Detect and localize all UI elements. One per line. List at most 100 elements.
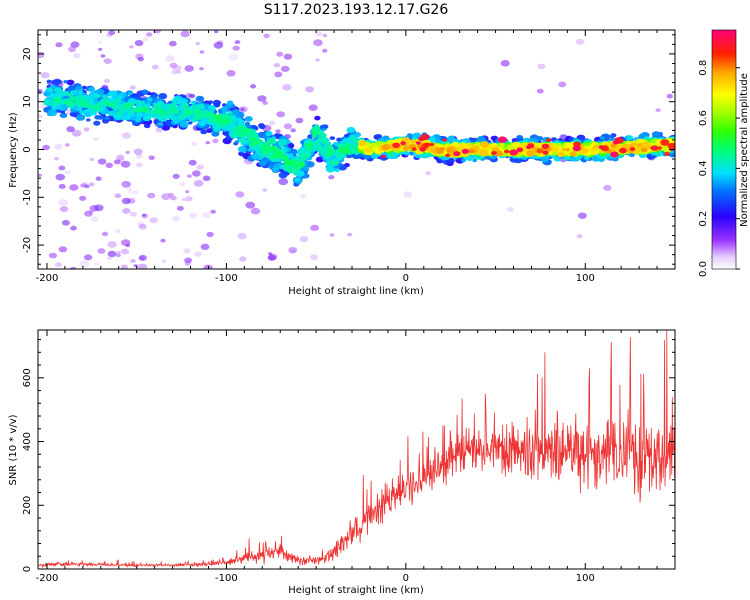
spectrogram-cell xyxy=(316,138,323,143)
spectrogram-cell xyxy=(75,114,86,121)
spectrogram-cell xyxy=(59,206,69,213)
spectrogram-cell xyxy=(94,262,100,266)
spectrogram-cell xyxy=(233,128,240,133)
spectrogram-cell xyxy=(446,148,452,153)
spectrogram-cell xyxy=(308,104,318,111)
spectrogram-cell xyxy=(329,233,335,237)
spectrogram-cell xyxy=(116,110,124,117)
spectrogram-cell xyxy=(598,145,604,150)
spectrogram-cell xyxy=(322,33,328,38)
spectrogram-cell xyxy=(70,266,77,269)
spectrogram-cell xyxy=(46,79,52,84)
spectrogram-cell xyxy=(179,182,186,187)
spectrogram-cell xyxy=(577,212,587,219)
spectrogram-cell xyxy=(195,95,205,102)
colorbar-tick-label: 0.4 xyxy=(698,160,709,176)
spectrogram-cell xyxy=(643,136,650,140)
spectrogram-cell xyxy=(551,146,560,153)
spectrogram-cell xyxy=(193,179,204,187)
spectrogram-cell xyxy=(49,84,56,89)
spectrogram-cell xyxy=(135,107,143,113)
spectrogram-cell xyxy=(626,135,634,141)
spectrogram-cell xyxy=(84,210,93,217)
spectrogram-cell xyxy=(133,148,143,155)
spectrogram-cell xyxy=(315,156,325,163)
spectrogram-cell xyxy=(212,138,219,144)
spectrogram-cell xyxy=(282,84,292,91)
spectrogram-cell xyxy=(403,191,413,198)
spectrogram-cell xyxy=(142,213,147,217)
spectrogram-cell xyxy=(229,132,239,139)
spectrogram-cell xyxy=(293,172,298,176)
spectrogram-cell xyxy=(535,144,540,148)
spectrogram-cell xyxy=(42,144,50,151)
spectrogram-cell xyxy=(453,151,461,157)
spectrogram-cell xyxy=(59,112,68,119)
spectrogram-cell xyxy=(38,114,43,119)
spectrogram-cell xyxy=(541,143,550,149)
spectrogram-cell xyxy=(129,99,135,103)
spectrogram-cell xyxy=(77,97,85,103)
spectrogram-cell xyxy=(85,118,91,122)
spectrogram-cell xyxy=(202,212,211,219)
spectrogram-cell xyxy=(263,33,270,39)
spectrogram-cell xyxy=(69,184,79,191)
spectrogram-cell xyxy=(651,131,661,138)
spectrogram-cell xyxy=(226,70,236,77)
spectrogram-cell xyxy=(135,111,144,118)
spectrogram-cell xyxy=(181,198,187,202)
spectrogram-cell xyxy=(329,159,339,167)
spectrogram-cell xyxy=(107,92,113,96)
spectrogram-cell xyxy=(557,151,565,158)
spectrogram-cell xyxy=(411,147,417,151)
spectrogram-cell xyxy=(573,141,581,147)
spectrogram-cell xyxy=(105,162,114,168)
spectrogram-cell xyxy=(97,248,106,254)
spectrogram-cell xyxy=(364,155,371,160)
spectrogram-cell xyxy=(321,127,327,131)
spectrogram-cell xyxy=(213,41,224,49)
spectrogram-cell xyxy=(58,165,66,171)
spectrogram-cell xyxy=(54,262,62,268)
spectrogram-cell xyxy=(516,135,524,140)
spectrogram-cell xyxy=(497,136,508,143)
spectrogram-cell xyxy=(172,119,179,123)
spectrogram-cell xyxy=(536,148,544,154)
spectrogram-cell xyxy=(192,170,201,177)
spectrogram-cell xyxy=(165,55,175,62)
spectrogram-cell xyxy=(202,175,211,182)
spectrogram-cell xyxy=(228,125,235,130)
spectrogram-cell xyxy=(127,111,134,116)
spectrogram-cell xyxy=(234,40,241,45)
spectrogram-cell xyxy=(205,141,210,145)
spectrogram-cell xyxy=(161,259,167,263)
spectrogram-cell xyxy=(196,164,204,170)
spectrogram-cell xyxy=(238,137,246,143)
snr-x-tick-label: 100 xyxy=(576,573,595,584)
spectrogram-cell xyxy=(40,72,50,79)
spectrogram-cell xyxy=(119,115,127,121)
colorbar-label: Normalized spectral amplitude xyxy=(739,73,750,227)
spectrogram-cell xyxy=(322,48,328,53)
spectrogram-cell xyxy=(278,178,289,186)
spectrogram-cell xyxy=(576,234,583,239)
spectrogram-cell xyxy=(171,97,182,105)
spectrogram-cell xyxy=(125,243,131,248)
spectrogram-y-tick-label: 0 xyxy=(22,146,33,152)
spectrogram-cell xyxy=(420,133,430,141)
spectrogram-cell xyxy=(127,91,133,96)
spectrogram-cell xyxy=(141,89,149,95)
colorbar-tick-label: 0.6 xyxy=(698,110,709,126)
spectrogram-cell xyxy=(143,123,151,129)
spectrogram-cell xyxy=(147,97,153,102)
colorbar-tick-label: 0.0 xyxy=(698,261,709,277)
spectrogram-cell xyxy=(196,110,202,115)
spectrogram-cell xyxy=(181,103,190,109)
spectrogram-cell xyxy=(82,85,87,90)
spectrogram-cell xyxy=(313,39,323,47)
spectrogram-heatmap xyxy=(38,30,675,269)
spectrogram-cell xyxy=(155,127,163,133)
spectrogram-cell xyxy=(48,252,58,259)
spectrogram-cell xyxy=(240,108,245,111)
spectrogram-cell xyxy=(286,160,295,167)
